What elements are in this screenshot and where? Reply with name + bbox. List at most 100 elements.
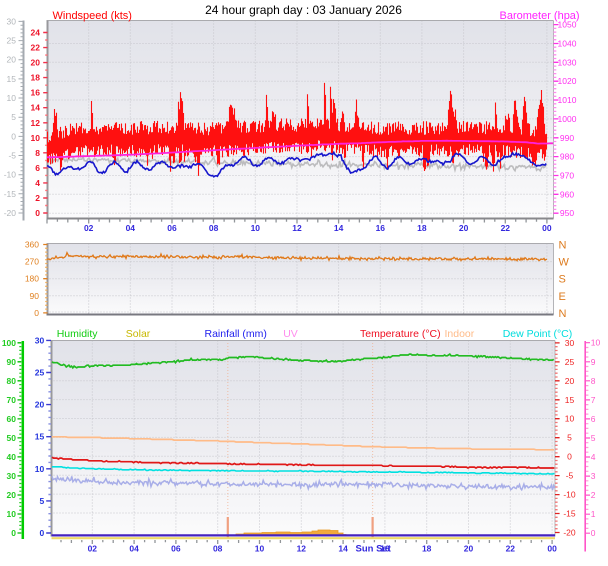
svg-text:14: 14 (334, 223, 344, 233)
svg-text:25: 25 (7, 36, 17, 46)
svg-text:970: 970 (560, 171, 574, 181)
svg-text:5: 5 (39, 496, 44, 506)
svg-text:7: 7 (591, 395, 596, 405)
svg-text:20: 20 (35, 400, 45, 410)
svg-text:1020: 1020 (558, 76, 577, 86)
svg-text:12: 12 (292, 223, 302, 233)
svg-text:08: 08 (209, 223, 219, 233)
svg-text:5: 5 (11, 112, 16, 122)
svg-text:30: 30 (7, 471, 17, 481)
svg-text:-20: -20 (4, 208, 17, 218)
svg-text:80: 80 (7, 376, 17, 386)
svg-text:60: 60 (7, 414, 17, 424)
svg-text:N: N (559, 308, 567, 320)
svg-text:16: 16 (31, 88, 41, 98)
svg-text:30: 30 (565, 338, 575, 348)
svg-text:18: 18 (422, 544, 432, 554)
svg-text:3: 3 (591, 471, 596, 481)
svg-text:Barometer (hpa): Barometer (hpa) (500, 10, 580, 22)
svg-text:980: 980 (560, 152, 574, 162)
svg-text:1010: 1010 (558, 95, 577, 105)
svg-text:8: 8 (35, 148, 40, 158)
svg-text:06: 06 (171, 544, 181, 554)
svg-text:950: 950 (560, 208, 574, 218)
svg-text:-10: -10 (563, 490, 576, 500)
svg-text:20: 20 (7, 55, 17, 65)
svg-text:Temperature (°C): Temperature (°C) (360, 328, 441, 340)
svg-text:20: 20 (31, 58, 41, 68)
svg-text:960: 960 (560, 189, 574, 199)
svg-text:14: 14 (338, 544, 348, 554)
svg-text:E: E (559, 291, 566, 303)
svg-text:14: 14 (31, 103, 41, 113)
svg-text:0: 0 (11, 528, 16, 538)
svg-text:Windspeed (kts): Windspeed (kts) (53, 10, 132, 22)
svg-text:15: 15 (35, 432, 45, 442)
svg-text:990: 990 (560, 133, 574, 143)
svg-text:16: 16 (376, 223, 386, 233)
svg-text:8: 8 (591, 376, 596, 386)
svg-text:S: S (559, 274, 566, 286)
svg-text:270: 270 (25, 257, 39, 267)
svg-text:-5: -5 (8, 151, 16, 161)
svg-text:W: W (559, 257, 570, 269)
svg-text:360: 360 (25, 240, 39, 250)
svg-text:15: 15 (565, 395, 575, 405)
svg-text:2: 2 (35, 193, 40, 203)
svg-text:25: 25 (35, 368, 45, 378)
svg-text:0: 0 (591, 528, 596, 538)
svg-text:0: 0 (11, 131, 16, 141)
svg-text:04: 04 (129, 544, 139, 554)
svg-text:5: 5 (567, 433, 572, 443)
svg-text:02: 02 (88, 544, 98, 554)
svg-text:1040: 1040 (558, 39, 577, 49)
svg-text:2: 2 (591, 490, 596, 500)
svg-text:10: 10 (7, 93, 17, 103)
svg-text:6: 6 (591, 414, 596, 424)
svg-text:18: 18 (31, 73, 41, 83)
svg-text:-10: -10 (4, 170, 17, 180)
svg-text:00: 00 (542, 223, 552, 233)
svg-text:-15: -15 (563, 509, 576, 519)
svg-text:4: 4 (591, 452, 596, 462)
svg-text:06: 06 (167, 223, 177, 233)
svg-text:10: 10 (7, 509, 17, 519)
svg-text:24 hour graph day : 03 January: 24 hour graph day : 03 January 2026 (205, 3, 402, 17)
svg-text:90: 90 (30, 291, 40, 301)
svg-text:20: 20 (459, 223, 469, 233)
svg-text:Indoor: Indoor (445, 328, 475, 340)
svg-text:1030: 1030 (558, 57, 577, 67)
svg-text:18: 18 (417, 223, 427, 233)
svg-text:Rainfall (mm): Rainfall (mm) (205, 328, 267, 340)
svg-text:20: 20 (7, 490, 17, 500)
svg-text:-5: -5 (566, 471, 574, 481)
svg-text:12: 12 (297, 544, 307, 554)
svg-text:Dew Point (°C): Dew Point (°C) (503, 328, 573, 340)
svg-text:00: 00 (547, 544, 557, 554)
svg-text:Solar: Solar (126, 328, 151, 340)
svg-text:30: 30 (35, 335, 45, 345)
svg-text:180: 180 (25, 274, 39, 284)
svg-text:25: 25 (565, 357, 575, 367)
svg-text:22: 22 (501, 223, 511, 233)
svg-text:10: 10 (31, 133, 41, 143)
svg-text:0: 0 (35, 208, 40, 218)
svg-text:08: 08 (213, 544, 223, 554)
svg-text:40: 40 (7, 452, 17, 462)
svg-text:0: 0 (567, 452, 572, 462)
svg-text:Humidity: Humidity (57, 328, 99, 340)
svg-text:20: 20 (464, 544, 474, 554)
svg-text:15: 15 (7, 74, 17, 84)
svg-text:10: 10 (565, 414, 575, 424)
svg-text:04: 04 (126, 223, 136, 233)
svg-text:02: 02 (84, 223, 94, 233)
svg-text:12: 12 (31, 118, 41, 128)
svg-text:UV: UV (283, 328, 298, 340)
svg-text:100: 100 (2, 338, 16, 348)
svg-text:5: 5 (591, 433, 596, 443)
svg-text:10: 10 (255, 544, 265, 554)
svg-text:10: 10 (35, 464, 45, 474)
svg-text:22: 22 (31, 43, 41, 53)
svg-text:4: 4 (35, 178, 40, 188)
svg-text:9: 9 (591, 357, 596, 367)
